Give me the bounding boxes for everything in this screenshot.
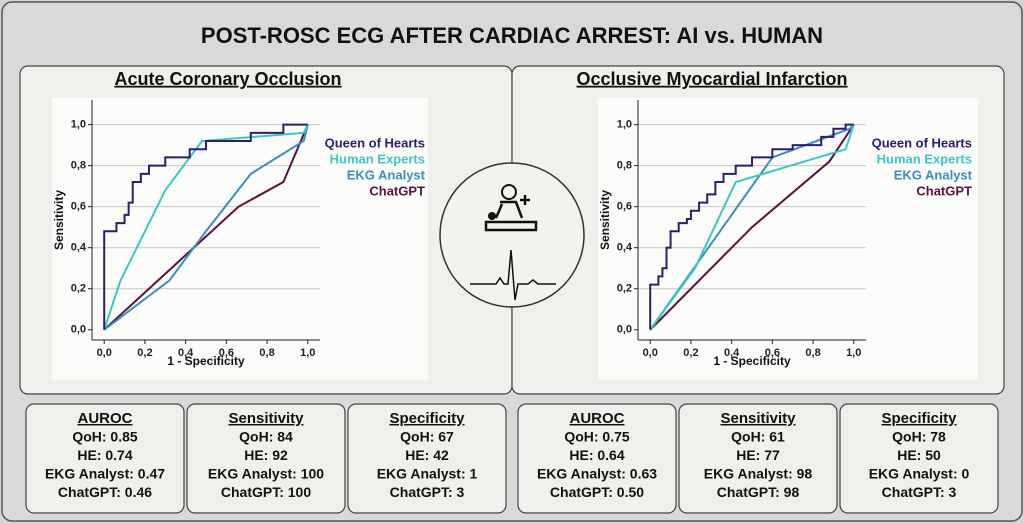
stat-line: EKG Analyst: 100 (208, 466, 324, 482)
x-tick-label: 0,8 (805, 347, 820, 359)
y-tick-label: 0,8 (71, 160, 86, 172)
y-tick-label: 0,0 (617, 324, 632, 336)
stat-title: AUROC (570, 410, 625, 427)
stat-line: ChatGPT: 3 (882, 484, 957, 500)
legend-entry: Queen of Hearts (872, 135, 972, 150)
x-tick-label: 0,6 (765, 347, 780, 359)
center-icon (439, 162, 585, 308)
stat-line: QoH: 67 (400, 429, 454, 445)
legend-entry: EKG Analyst (347, 167, 426, 182)
chart-area (598, 98, 978, 380)
x-tick-label: 0,6 (219, 347, 234, 359)
roc-curve (103, 124, 309, 331)
stat-line: QoH: 84 (239, 429, 293, 445)
x-tick-label: 1,0 (846, 347, 861, 359)
stat-line: EKG Analyst: 0 (869, 466, 970, 482)
y-tick-label: 0,2 (71, 283, 86, 295)
stat-box (347, 403, 507, 514)
legend-entry: Queen of Hearts (325, 135, 425, 150)
x-tick-label: 0,0 (97, 347, 112, 359)
stat-line: HE: 50 (897, 447, 941, 463)
stat-line: HE: 0.74 (77, 447, 132, 463)
chart-title: Acute Coronary Occlusion (114, 69, 341, 89)
x-tick-label: 0,4 (178, 347, 194, 359)
stat-line: ChatGPT: 0.46 (58, 484, 152, 500)
y-tick-label: 0,0 (71, 324, 86, 336)
stat-line: EKG Analyst: 98 (704, 466, 813, 482)
stat-line: HE: 77 (736, 447, 780, 463)
stat-line: HE: 0.64 (569, 447, 624, 463)
page-title: POST-ROSC ECG AFTER CARDIAC ARREST: AI v… (201, 23, 823, 48)
x-axis-label: 1 - Specificity (167, 354, 245, 368)
y-axis-label: Sensitivity (52, 190, 66, 250)
stat-box (186, 403, 346, 514)
y-axis-label: Sensitivity (598, 190, 612, 250)
roc-curve (649, 124, 855, 331)
stat-box (839, 403, 999, 514)
stat-line: HE: 92 (244, 447, 288, 463)
x-tick-label: 0,8 (259, 347, 274, 359)
stat-title: Sensitivity (228, 410, 304, 427)
stat-line: QoH: 0.85 (72, 429, 138, 445)
roc-curve (649, 123, 854, 330)
y-tick-label: 0,8 (617, 160, 632, 172)
stat-box (678, 403, 838, 514)
stat-box (517, 403, 677, 514)
stat-line: EKG Analyst: 0.47 (45, 466, 165, 482)
legend-entry: ChatGPT (369, 183, 425, 198)
legend-entry: EKG Analyst (894, 167, 973, 182)
stat-title: Sensitivity (720, 410, 796, 427)
stat-line: QoH: 78 (892, 429, 946, 445)
roc-curve (103, 124, 309, 331)
roc-curve (649, 124, 855, 331)
roc-curve (103, 124, 309, 331)
y-tick-label: 1,0 (617, 119, 632, 131)
stat-line: ChatGPT: 98 (717, 484, 800, 500)
y-tick-label: 0,4 (617, 242, 633, 254)
x-tick-label: 0,2 (683, 347, 698, 359)
stat-line: ChatGPT: 100 (221, 484, 311, 500)
y-tick-label: 0,4 (71, 242, 87, 254)
stat-title: AUROC (78, 410, 133, 427)
y-tick-label: 1,0 (71, 119, 86, 131)
stat-line: HE: 42 (405, 447, 449, 463)
legend-entry: Human Experts (877, 151, 972, 166)
stat-box (25, 403, 185, 514)
legend-entry: ChatGPT (916, 183, 972, 198)
roc-curve (103, 123, 308, 330)
x-tick-label: 0,0 (643, 347, 658, 359)
y-tick-label: 0,6 (617, 201, 632, 213)
stat-line: QoH: 0.75 (564, 429, 630, 445)
x-axis-label: 1 - Specificity (713, 354, 791, 368)
legend-entry: Human Experts (330, 151, 425, 166)
x-tick-label: 1,0 (300, 347, 315, 359)
x-tick-label: 0,2 (137, 347, 152, 359)
stat-line: EKG Analyst: 1 (377, 466, 478, 482)
stat-line: ChatGPT: 0.50 (550, 484, 644, 500)
y-tick-label: 0,2 (617, 283, 632, 295)
stat-title: Specificity (389, 410, 465, 427)
stat-line: EKG Analyst: 0.63 (537, 466, 657, 482)
stat-line: QoH: 61 (731, 429, 785, 445)
stat-line: ChatGPT: 3 (390, 484, 465, 500)
stat-title: Specificity (881, 410, 957, 427)
x-tick-label: 0,4 (724, 347, 740, 359)
chart-title: Occlusive Myocardial Infarction (576, 69, 847, 89)
chart-area (52, 98, 428, 380)
y-tick-label: 0,6 (71, 201, 86, 213)
